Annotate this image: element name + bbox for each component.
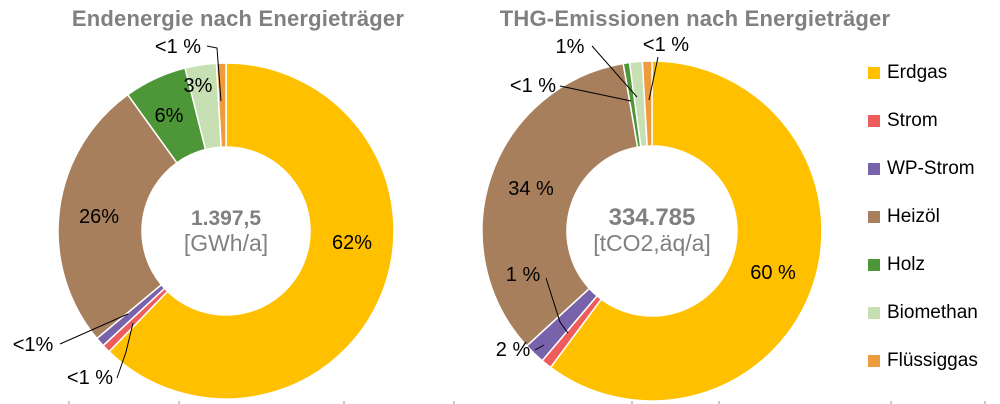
legend-item-heizoel: Heizöl xyxy=(868,206,978,227)
label-leader-line xyxy=(559,85,632,102)
label-leader-line xyxy=(206,45,222,102)
slice-heizoel xyxy=(481,62,639,347)
value-label-fluessiggas: <1 % xyxy=(155,36,201,58)
legend-swatch-heizoel xyxy=(868,210,880,223)
slice-erdgas xyxy=(108,62,395,400)
legend-item-erdgas: Erdgas xyxy=(868,62,978,83)
legend-swatch-fluessiggas xyxy=(868,354,880,367)
bottom-tick xyxy=(984,401,986,404)
value-label-wp-strom: <1% xyxy=(13,334,54,356)
legend-item-strom: Strom xyxy=(868,110,978,131)
label-leader-line xyxy=(591,45,638,98)
value-label-heizoel: 26% xyxy=(79,206,119,228)
label-leader-line xyxy=(534,344,545,351)
legend-label: WP-Strom xyxy=(887,158,975,179)
label-leader-line xyxy=(59,313,129,345)
chart-title-thg-emissionen: THG-Emissionen nach Energieträger xyxy=(499,6,891,31)
legend-label: Erdgas xyxy=(887,62,948,83)
bottom-tick xyxy=(68,401,70,404)
value-label-biomethan: 1% xyxy=(556,36,585,58)
legend-item-biomethan: Biomethan xyxy=(868,302,978,323)
legend-item-wp-strom: WP-Strom xyxy=(868,158,978,179)
value-label-erdgas: 60 % xyxy=(750,262,796,284)
value-label-strom: 1 % xyxy=(506,264,541,286)
bottom-tick xyxy=(890,401,892,404)
center-total-unit: [tCO2,äq/a] xyxy=(593,230,711,256)
slice-fluessiggas xyxy=(641,60,653,147)
bottom-tick xyxy=(343,401,345,404)
legend-item-holz: Holz xyxy=(868,254,978,275)
center-total-value: 334.785 xyxy=(609,204,696,231)
center-total-unit: [GWh/a] xyxy=(184,230,268,256)
value-label-heizoel: 34 % xyxy=(508,178,554,200)
legend-label: Strom xyxy=(887,110,938,131)
donut-chart-endenergie-nach-energietraeger: 62% <1 % <1% 26% 6%3% <1 % 1.397,5[GWh/a] xyxy=(13,36,395,400)
label-leader-line xyxy=(545,277,569,334)
bottom-tick xyxy=(631,401,633,404)
slice-fluessiggas xyxy=(215,62,227,148)
bottom-tick xyxy=(718,401,720,404)
legend-swatch-biomethan xyxy=(868,306,880,319)
donut-chart-thg-emissionen-nach-energietraeger: 60 %1 %2 %34 %<1 %1% <1 %334.785[tCO2,äq/… xyxy=(481,34,823,402)
value-label-strom: <1 % xyxy=(67,367,113,389)
value-label-fluessiggas: <1 % xyxy=(643,34,689,56)
label-leader-line xyxy=(116,322,134,379)
value-label-biomethan: 3% xyxy=(184,75,213,97)
legend-swatch-holz xyxy=(868,258,880,271)
legend: Erdgas Strom WP-Strom Heizöl Holz Biomethan Fl… xyxy=(868,62,978,371)
legend-swatch-strom xyxy=(868,114,880,127)
legend-label: Holz xyxy=(887,254,926,275)
legend-label: Heizöl xyxy=(887,206,940,227)
slice-heizoel xyxy=(57,93,178,340)
legend-label: Flüssiggas xyxy=(887,350,978,371)
bottom-tick xyxy=(453,401,455,404)
center-total-value: 1.397,5 xyxy=(191,207,261,230)
legend-swatch-erdgas xyxy=(868,66,880,79)
bottom-tick xyxy=(178,401,180,404)
slice-erdgas xyxy=(549,60,823,402)
legend-item-fluessiggas: Flüssiggas xyxy=(868,350,978,371)
value-label-holz: <1 % xyxy=(510,75,556,97)
value-label-erdgas: 62% xyxy=(332,232,372,254)
label-leader-line xyxy=(648,56,659,101)
chart-title-endenergie: Endenergie nach Energieträger xyxy=(71,6,405,31)
legend-label: Biomethan xyxy=(887,302,978,323)
legend-swatch-wp-strom xyxy=(868,162,880,175)
value-label-wp-strom: 2 % xyxy=(496,339,531,361)
value-label-holz: 6% xyxy=(155,105,184,127)
